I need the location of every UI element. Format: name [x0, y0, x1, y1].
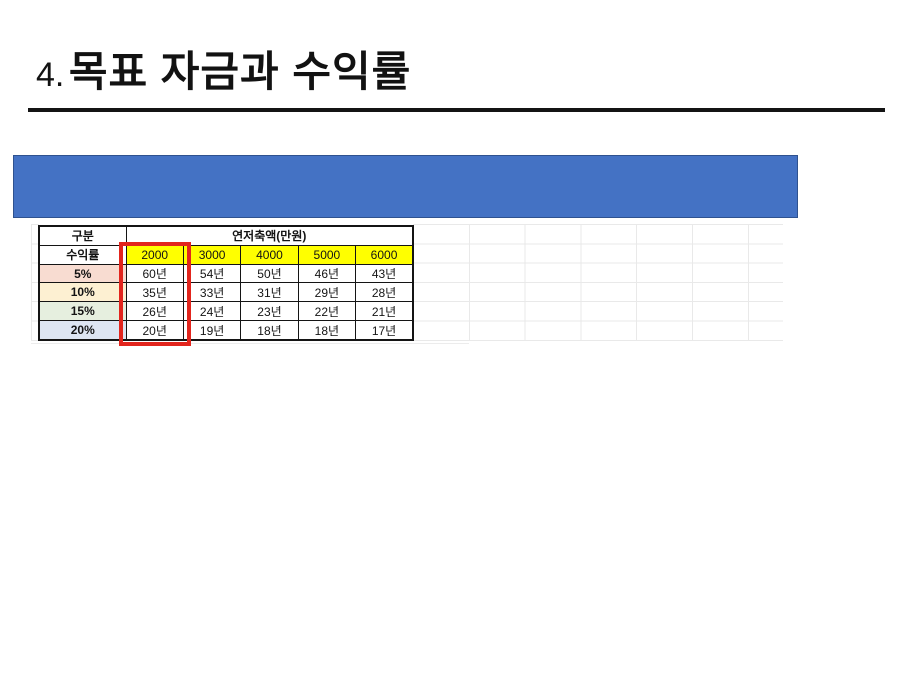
spreadsheet-gridlines-left — [31, 224, 39, 341]
years-cell: 18년 — [240, 320, 299, 341]
years-cell: 19년 — [182, 320, 242, 341]
rate-label-cell: 10% — [38, 282, 127, 303]
years-cell: 46년 — [297, 263, 357, 284]
amount-cell: 6000 — [355, 244, 414, 265]
table-row-5pct: 5% 60년 54년 50년 46년 43년 — [38, 263, 414, 284]
rate-label-cell: 20% — [38, 320, 127, 341]
years-cell: 29년 — [297, 282, 357, 303]
savings-table-container: 구분 연저축액(만원) 수익률 2000 3000 4000 5000 6000… — [38, 225, 414, 341]
slide-title-text: 목표 자금과 수익률 — [68, 48, 412, 95]
years-cell: 54년 — [182, 263, 242, 284]
red-highlight-rectangle — [119, 242, 191, 346]
years-cell: 17년 — [355, 320, 414, 341]
table-row-amounts: 수익률 2000 3000 4000 5000 6000 — [38, 244, 414, 265]
years-cell: 35년 — [125, 282, 184, 303]
spreadsheet-gridline-bottom — [31, 343, 469, 344]
amount-cell: 5000 — [297, 244, 357, 265]
years-cell: 24년 — [182, 301, 242, 322]
spreadsheet-gridlines-right — [413, 224, 783, 341]
amount-cell: 4000 — [240, 244, 299, 265]
years-cell: 22년 — [297, 301, 357, 322]
table-row-header: 구분 연저축액(만원) — [38, 225, 414, 246]
title-underline — [28, 108, 885, 112]
slide-title-number: 4. — [36, 56, 65, 94]
amount-cell: 2000 — [125, 244, 184, 265]
years-cell: 33년 — [182, 282, 242, 303]
years-cell: 28년 — [355, 282, 414, 303]
slide-title: 4. 목표 자금과 수익률 — [36, 46, 411, 108]
amount-cell: 3000 — [182, 244, 242, 265]
span-header-cell: 연저축액(만원) — [125, 225, 414, 246]
rate-label-cell: 15% — [38, 301, 127, 322]
rate-header-cell: 수익률 — [38, 244, 127, 265]
years-cell: 23년 — [240, 301, 299, 322]
years-cell: 18년 — [297, 320, 357, 341]
years-cell: 50년 — [240, 263, 299, 284]
savings-years-table: 구분 연저축액(만원) 수익률 2000 3000 4000 5000 6000… — [38, 225, 414, 341]
years-cell: 43년 — [355, 263, 414, 284]
table-row-10pct: 10% 35년 33년 31년 29년 28년 — [38, 282, 414, 303]
years-cell: 31년 — [240, 282, 299, 303]
table-row-20pct: 20% 20년 19년 18년 18년 17년 — [38, 320, 414, 341]
corner-header-cell: 구분 — [38, 225, 127, 246]
table-row-15pct: 15% 26년 24년 23년 22년 21년 — [38, 301, 414, 322]
blue-banner-shape — [13, 155, 798, 218]
years-cell: 21년 — [355, 301, 414, 322]
rate-label-cell: 5% — [38, 263, 127, 284]
